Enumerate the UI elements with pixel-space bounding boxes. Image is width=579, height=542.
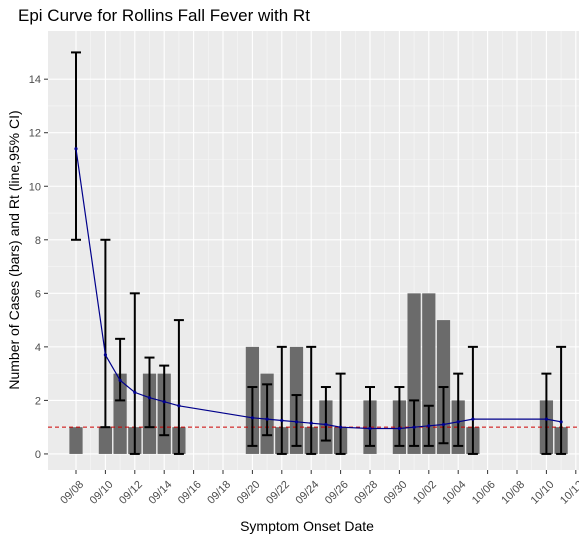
case-bar: [113, 373, 127, 454]
rt-ci-errorbar: [276, 345, 287, 455]
rt-point: [412, 425, 416, 429]
x-tick-label: 10/06: [470, 479, 498, 507]
x-tick-label: 09/22: [264, 479, 292, 507]
rt-point: [544, 417, 549, 421]
chart-title: Epi Curve for Rollins Fall Fever with Rt: [18, 6, 310, 25]
rt-ci-errorbar: [335, 372, 346, 455]
rt-ci-errorbar: [129, 292, 140, 455]
rt-point: [74, 147, 78, 151]
y-axis-label: Number of Cases (bars) and Rt (line,95% …: [6, 110, 22, 389]
x-tick-label: 10/10: [529, 479, 557, 507]
x-axis-label: Symptom Onset Date: [240, 518, 374, 534]
rt-ci-errorbar: [100, 238, 111, 429]
rt-ci-errorbar: [438, 386, 449, 445]
x-tick-label: 09/12: [117, 479, 145, 507]
x-tick-label: 09/30: [382, 479, 410, 507]
rt-point: [162, 400, 166, 404]
rt-point: [103, 353, 107, 357]
rt-ci-errorbar: [556, 345, 567, 455]
y-tick-label: 14: [29, 74, 41, 86]
rt-point: [265, 417, 269, 421]
y-tick-label: 2: [35, 395, 41, 407]
x-tick-label: 09/14: [146, 479, 174, 507]
rt-ci-errorbar: [365, 386, 375, 447]
x-tick-label: 09/08: [58, 479, 86, 507]
rt-point: [177, 404, 181, 408]
rt-point: [427, 424, 431, 428]
rt-point: [118, 378, 122, 382]
x-tick-label: 09/10: [88, 479, 116, 507]
x-axis-ticks: 09/08 09/10 09/12 09/14 09/16 09/18 09/20 09/22…: [58, 470, 579, 507]
rt-ci-errorbar: [453, 372, 464, 447]
rt-point: [324, 422, 328, 427]
rt-ci-errorbar: [467, 345, 478, 455]
rt-point: [133, 390, 137, 394]
case-bar: [422, 293, 436, 454]
rt-ci-errorbar: [173, 319, 184, 455]
plot-panel: [48, 31, 579, 470]
rt-point: [339, 425, 343, 429]
rt-point: [559, 420, 563, 424]
x-tick-label: 10/08: [499, 479, 527, 507]
rt-point: [368, 426, 372, 431]
x-tick-label: 09/20: [235, 479, 263, 507]
rt-ci-errorbar: [409, 399, 420, 447]
x-tick-label: 09/24: [293, 479, 321, 507]
rt-point: [456, 420, 460, 424]
rt-point: [397, 426, 401, 431]
y-tick-label: 0: [35, 449, 41, 461]
y-tick-label: 4: [35, 342, 41, 354]
rt-point: [250, 416, 254, 420]
rt-point: [147, 396, 152, 400]
rt-ci-errorbar: [320, 386, 331, 442]
case-bar: [98, 427, 113, 454]
x-tick-label: 09/18: [205, 479, 233, 507]
rt-ci-errorbar: [262, 383, 273, 437]
x-tick-label: 09/16: [176, 479, 204, 507]
x-tick-label: 09/26: [323, 479, 351, 507]
y-tick-label: 10: [29, 181, 41, 193]
rt-point: [471, 417, 475, 421]
rt-point: [294, 420, 299, 424]
rt-ci-errorbar: [71, 51, 81, 241]
rt-ci-errorbar: [115, 337, 126, 402]
case-bar: [69, 427, 83, 454]
y-axis-ticks: 0 2 4 6 8 10 12 14: [29, 74, 48, 461]
y-tick-label: 6: [35, 288, 41, 300]
rt-line-group: [74, 147, 563, 431]
rt-point: [441, 422, 446, 427]
x-tick-label: 10/12: [558, 479, 579, 507]
rt-ci-errorbars: [71, 51, 567, 455]
case-bar: [407, 293, 421, 454]
rt-ci-errorbar: [306, 345, 317, 455]
x-tick-label: 10/04: [440, 479, 468, 507]
x-tick-label: 09/28: [352, 479, 380, 507]
rt-point: [309, 421, 313, 425]
rt-ci-errorbar: [144, 356, 155, 429]
rt-ci-errorbar: [541, 372, 552, 455]
y-tick-label: 8: [35, 235, 41, 247]
rt-ci-errorbar: [394, 386, 405, 447]
rt-point: [280, 418, 284, 423]
y-tick-label: 12: [29, 128, 41, 140]
x-tick-label: 10/02: [411, 479, 439, 507]
